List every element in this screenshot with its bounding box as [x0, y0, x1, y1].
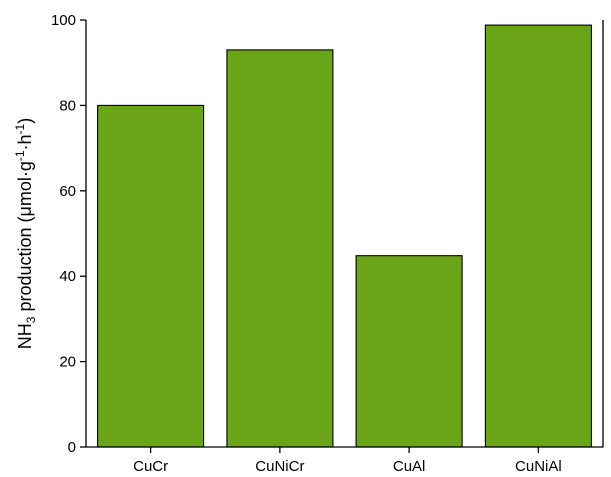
bar-cual [355, 255, 463, 448]
y-tick-label: 60 [59, 183, 76, 200]
x-tick-label: CuAl [393, 458, 426, 475]
y-ticks-group: 0 20 40 60 80 100 [51, 12, 86, 456]
y-tick-label: 20 [59, 354, 76, 371]
y-tick-label: 100 [51, 12, 76, 29]
x-tick-label: CuCr [133, 458, 168, 475]
axes-group [85, 20, 604, 448]
bar-cucr [97, 104, 205, 448]
x-tick-label: CuNiAl [515, 458, 562, 475]
plot-frame [85, 20, 604, 448]
x-ticks-group: CuCr CuNiCr CuAl CuNiAl [133, 447, 562, 475]
y-axis-title: NH3 production (μmol·g-1·h-1) [13, 118, 38, 349]
bars-group [97, 24, 592, 448]
bar-cunicr [226, 49, 334, 448]
x-tick-label: CuNiCr [255, 458, 304, 475]
bar-cunial [484, 24, 592, 448]
y-tick-label: 80 [59, 97, 76, 114]
y-tick-label: 0 [68, 439, 76, 456]
y-tick-label: 40 [59, 268, 76, 285]
